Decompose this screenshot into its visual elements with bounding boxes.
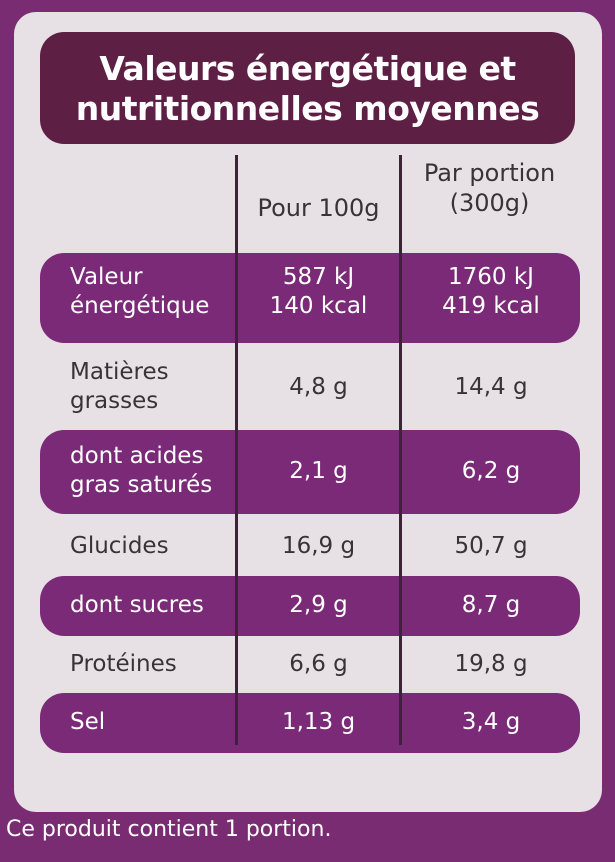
row-band-energy: [40, 253, 580, 343]
row-fat-label: Matières grasses: [70, 358, 235, 416]
row-salt-label: Sel: [70, 709, 106, 735]
column-header-per-portion: Par portion (300g): [402, 158, 577, 218]
row-sugars-per-100g: 2,9 g: [289, 592, 348, 618]
portion-footnote: Ce produit contient 1 portion.: [6, 817, 332, 842]
column-divider-1: [235, 155, 238, 745]
row-fat-label-line-1: Matières: [70, 359, 169, 385]
row-fat-per-100g: 4,8 g: [289, 374, 348, 400]
column-divider-2: [399, 155, 402, 745]
row-saturated-label: dont acides gras saturés: [70, 442, 235, 500]
row-saturated-label-line-2: gras saturés: [70, 472, 213, 498]
energy-kcal-per-100g: 140 kcal: [269, 293, 368, 319]
row-saturated-label-line-1: dont acides: [70, 443, 204, 469]
nutrition-title: Valeurs énergétique et nutritionnelles m…: [40, 32, 575, 144]
row-saturated-per-portion: 6,2 g: [461, 458, 521, 484]
row-salt-per-100g: 1,13 g: [281, 709, 356, 735]
row-energy-per-100g: 587 kJ 140 kcal: [238, 263, 399, 321]
row-fat-per-portion: 14,4 g: [454, 374, 528, 400]
row-energy-per-portion: 1760 kJ 419 kcal: [402, 263, 580, 321]
row-band-saturated: [40, 430, 580, 514]
row-protein-per-100g: 6,6 g: [289, 651, 348, 677]
row-band-salt: [40, 693, 580, 753]
row-saturated-per-100g: 2,1 g: [289, 458, 348, 484]
row-salt-per-portion: 3,4 g: [461, 709, 521, 735]
row-sugars-label: dont sucres: [70, 592, 204, 618]
row-band-sugars: [40, 576, 580, 636]
row-protein-label: Protéines: [70, 651, 177, 677]
energy-kcal-per-portion: 419 kcal: [442, 293, 540, 319]
column-header-portion-line-2: (300g): [449, 189, 530, 217]
column-header-per-100g: Pour 100g: [257, 194, 380, 222]
energy-kj-per-100g: 587 kJ: [282, 264, 355, 290]
row-energy-label-line-1: Valeur: [70, 264, 143, 290]
row-carbs-label: Glucides: [70, 533, 169, 559]
energy-kj-per-portion: 1760 kJ: [448, 264, 534, 290]
row-sugars-per-portion: 8,7 g: [461, 592, 521, 618]
row-carbs-per-portion: 50,7 g: [454, 533, 528, 559]
row-carbs-per-100g: 16,9 g: [281, 533, 356, 559]
row-energy-label: Valeur énergétique: [70, 263, 235, 321]
title-line-1: Valeurs énergétique et: [99, 49, 516, 88]
row-protein-per-portion: 19,8 g: [454, 651, 528, 677]
row-fat-label-line-2: grasses: [70, 388, 159, 414]
row-energy-label-line-2: énergétique: [70, 293, 210, 319]
nutrition-label-card: [14, 12, 602, 812]
column-header-portion-line-1: Par portion: [423, 159, 556, 187]
title-line-2: nutritionnelles moyennes: [75, 89, 540, 128]
